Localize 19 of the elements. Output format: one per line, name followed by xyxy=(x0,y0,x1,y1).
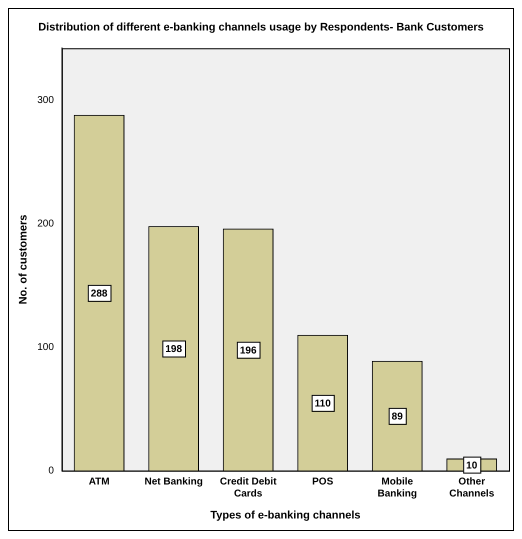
data-label: 89 xyxy=(392,412,404,423)
x-tick-label: POS xyxy=(312,476,334,488)
x-tick-label: Credit Debit Cards xyxy=(220,476,278,500)
data-label: 110 xyxy=(314,398,332,410)
chart-title: Distribution of different e-banking channels usage by Respondents- Bank Customers xyxy=(38,22,484,34)
x-axis-title: Types of e-banking channels xyxy=(210,509,361,522)
y-tick-label: 300 xyxy=(37,94,54,106)
data-label: 196 xyxy=(240,345,257,356)
data-label: 288 xyxy=(90,288,108,300)
data-label: 198 xyxy=(165,344,182,356)
x-tick-label: Net Banking xyxy=(144,476,203,488)
y-tick-label: 0 xyxy=(48,466,54,477)
x-tick-label: Other Channels xyxy=(449,476,495,500)
x-tick-label: ATM xyxy=(88,476,110,488)
y-axis-title: No. of customers xyxy=(18,214,30,304)
y-tick-label: 200 xyxy=(37,218,54,230)
y-tick-label: 100 xyxy=(37,342,54,353)
data-label: 10 xyxy=(466,460,478,472)
x-tick-label: Mobile Banking xyxy=(377,476,417,500)
